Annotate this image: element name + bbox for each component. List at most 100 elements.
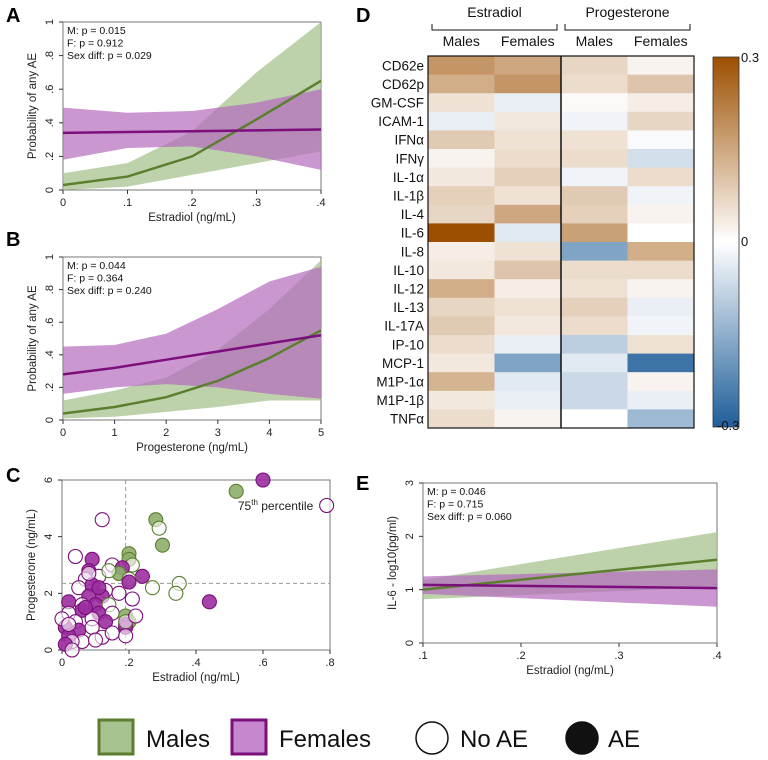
panel-a-x-tick-label: .2 <box>187 197 196 209</box>
legend-label-no-ae: No AE <box>460 726 528 753</box>
heatmap-cell <box>627 186 695 206</box>
heatmap-cell <box>561 297 628 317</box>
panel-c-y-tick-label: 4 <box>43 534 55 540</box>
panel-e-x-tick-label: .4 <box>712 650 721 662</box>
legend-label-males: Males <box>146 726 210 753</box>
heatmap-row-label: TNFα <box>390 412 424 427</box>
panel-e-line-females <box>423 583 717 590</box>
panel-b-x-tick-label: 0 <box>60 427 66 439</box>
panel-c-y-tick-label: 2 <box>43 590 55 596</box>
panel-d-heatmap: CD62e CD62p GM-CSF ICAM-1 IFNα IFNγ IL-1α IL-1β… <box>371 4 759 433</box>
panel-label-d: D <box>356 5 370 27</box>
heatmap-cell <box>494 93 562 113</box>
heatmap-cell <box>627 297 695 317</box>
heatmap-row-label: IL-1α <box>393 170 424 185</box>
panel-c-y-axis-label: Progesterone (ng/mL) <box>26 509 38 621</box>
panel-c-point <box>94 512 110 528</box>
panel-a-y-axis-label: Probability of any AE <box>27 53 39 159</box>
heatmap-cell <box>561 223 628 243</box>
panel-c-point <box>154 537 171 553</box>
panel-label-b: B <box>6 229 20 251</box>
panel-c-point <box>121 574 137 590</box>
heatmap-row-label: ICAM-1 <box>378 114 424 129</box>
panel-e-x-tick-label: .1 <box>418 650 427 662</box>
heatmap-cell <box>627 390 695 410</box>
panel-c-chart: 0 .2 .4 .6 .8 0 2 4 6 Estradiol (ng/mL) Progestero… <box>26 472 335 684</box>
heatmap-cell <box>494 130 562 150</box>
panel-b-y-tick-label: 1 <box>44 254 56 260</box>
panel-c-point <box>228 483 244 499</box>
panel-b-x-tick-label: 1 <box>112 427 118 439</box>
heatmap-cell <box>494 353 562 373</box>
heatmap-cell <box>561 316 628 336</box>
heatmap-column-label: Males <box>576 33 613 49</box>
panel-e-y-tick-label: 1 <box>404 587 416 593</box>
legend: Males Females No AE AE <box>97 718 640 756</box>
panel-b-y-tick-label: .6 <box>44 318 56 327</box>
heatmap-cell <box>494 335 562 355</box>
heatmap-row-label: M1P-1β <box>376 393 424 408</box>
heatmap-cell <box>494 223 562 243</box>
heatmap-cell <box>428 390 495 410</box>
heatmap-cell <box>428 335 495 355</box>
heatmap-cell <box>428 372 495 392</box>
panel-c-point <box>81 565 97 582</box>
colorbar-tick-label: -0.3 <box>717 418 739 433</box>
heatmap-cell <box>428 93 495 113</box>
heatmap-cell <box>494 56 562 76</box>
heatmap-cell <box>627 409 695 429</box>
panel-c-point <box>134 568 150 584</box>
panel-c-y-tick-label: 6 <box>43 477 55 483</box>
heatmap-cell <box>561 260 628 280</box>
heatmap-row-label: IFNα <box>394 133 424 148</box>
heatmap-cell <box>627 335 695 355</box>
heatmap-cell <box>561 335 628 355</box>
heatmap-cell <box>561 353 628 373</box>
heatmap-cell <box>627 279 695 299</box>
panel-b-line-females <box>63 334 321 376</box>
legend-label-females: Females <box>279 726 371 753</box>
heatmap-cell <box>561 167 628 187</box>
heatmap-cell <box>428 316 495 336</box>
panel-c-x-tick-label: 0 <box>59 657 65 669</box>
panel-c-x-tick-label: .2 <box>124 657 133 669</box>
panel-e-stat-annotation: F: p = 0.715 <box>427 499 483 511</box>
panel-b-x-tick-label: 2 <box>163 427 169 439</box>
heatmap-cell <box>561 279 628 299</box>
panel-e-y-tick-label: 0 <box>404 640 416 646</box>
heatmap-group-label: Progesterone <box>585 4 669 20</box>
heatmap-cell <box>494 186 562 206</box>
heatmap-cell <box>627 56 695 76</box>
heatmap-cell <box>428 204 495 224</box>
panel-a-x-tick-label: .4 <box>316 197 325 209</box>
heatmap-cell <box>428 74 495 94</box>
heatmap-row-label: IFNγ <box>396 151 425 166</box>
heatmap-group-bracket <box>564 24 691 31</box>
panel-c-point <box>118 628 134 644</box>
heatmap-cell <box>428 279 495 299</box>
heatmap-cell <box>494 204 562 224</box>
panel-b-y-tick-label: .2 <box>44 383 56 392</box>
heatmap-cell <box>627 130 695 150</box>
heatmap-cell <box>561 74 628 94</box>
panel-a-plot-area <box>63 22 321 190</box>
panel-b-line-males <box>63 329 321 415</box>
heatmap-cell <box>428 111 495 131</box>
heatmap-row-label: IL-8 <box>401 244 424 259</box>
heatmap-cell <box>561 242 628 262</box>
heatmap-cell <box>494 316 562 336</box>
panel-a-x-tick-label: .3 <box>252 197 261 209</box>
heatmap-cell <box>627 242 695 262</box>
heatmap-row-label: M1P-1α <box>376 375 424 390</box>
heatmap-cell <box>494 372 562 392</box>
heatmap-row-label: CD62p <box>382 77 424 92</box>
panel-b-x-tick-label: 5 <box>318 427 324 439</box>
panel-e-stat-annotation: Sex diff: p = 0.060 <box>427 511 512 523</box>
panel-c-point <box>124 591 140 607</box>
heatmap-cell <box>561 130 628 150</box>
heatmap-column-label: Females <box>501 33 555 49</box>
panel-a-stat-annotation: M: p = 0.015 <box>67 25 126 37</box>
heatmap-row-label: MCP-1 <box>382 356 424 371</box>
heatmap-cell <box>627 372 695 392</box>
panel-a-line-males <box>63 79 321 187</box>
